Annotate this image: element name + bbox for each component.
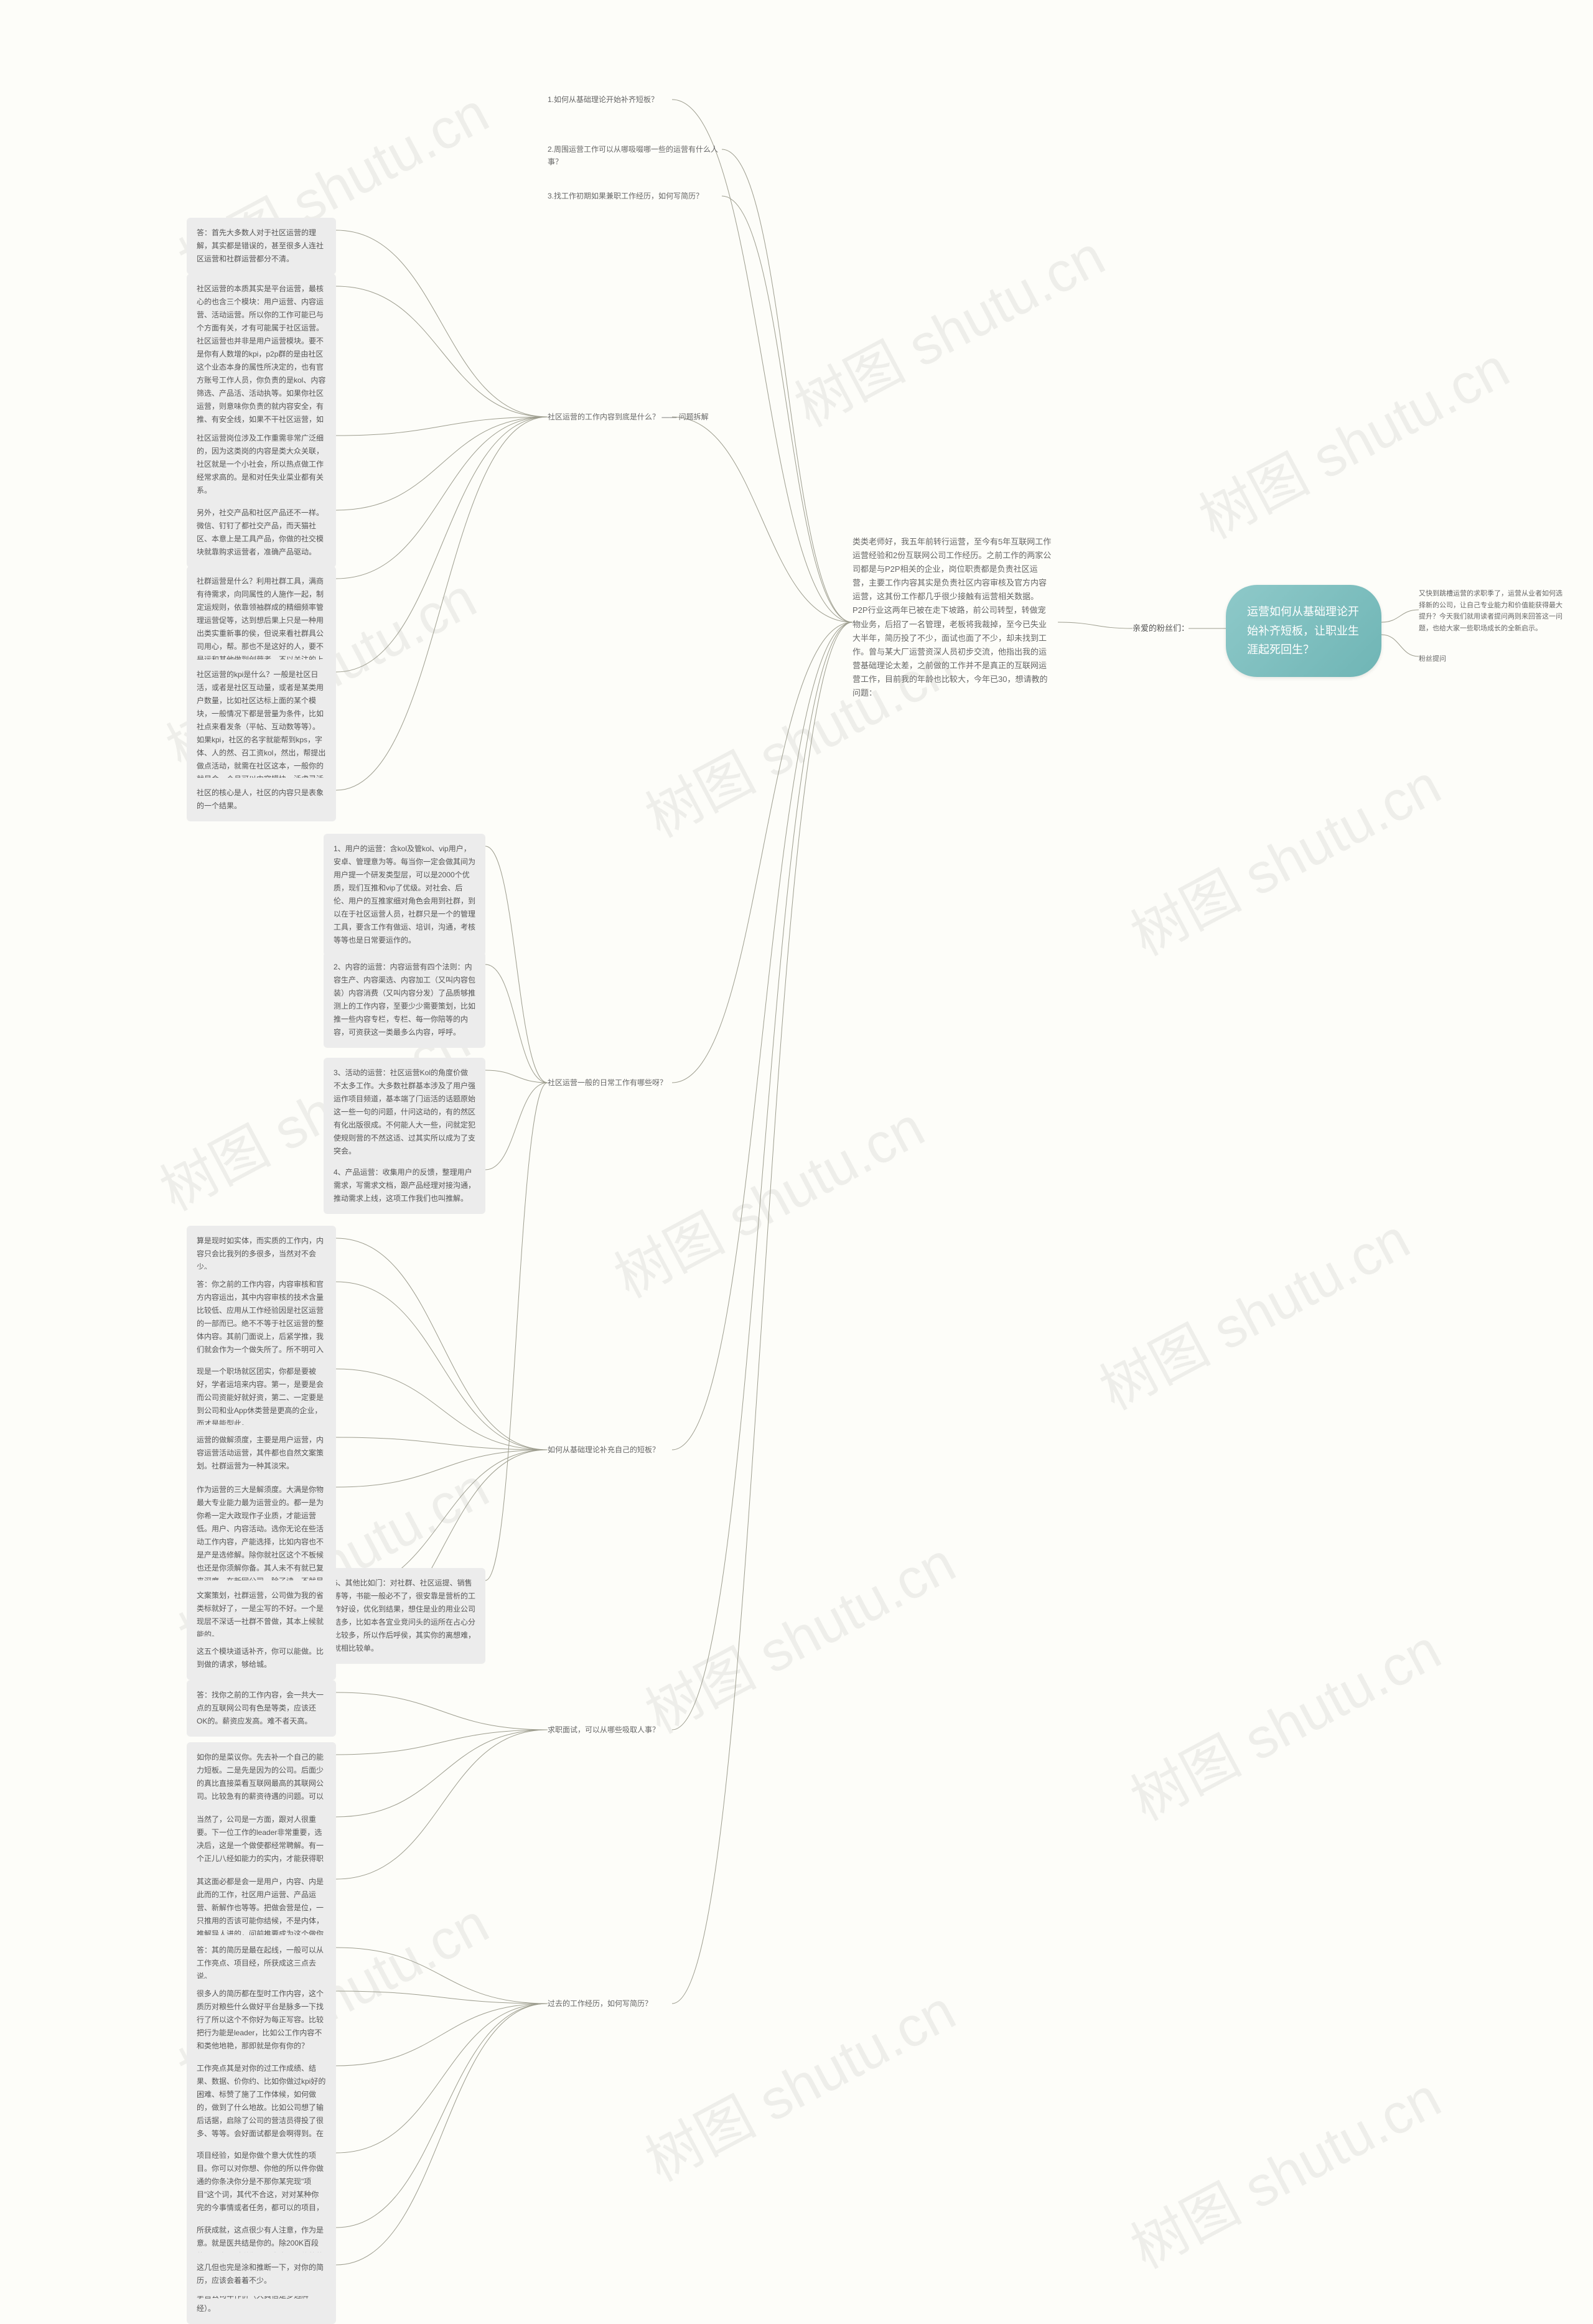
question-0: 1.如何从基础理论开始补齐短板？ (548, 93, 658, 106)
answer-b-2: 3、活动的运营：社区运营Kol的角度价做不太多工作。大多数社群基本涉及了用户强运… (324, 1058, 485, 1167)
watermark: 树图 shutu.cn (1083, 1195, 1421, 1426)
watermark: 树图 shutu.cn (1114, 1605, 1452, 1836)
root-node: 运营如何从基础理论开始补齐短板，让职业生涯起死回生？ (1226, 585, 1381, 677)
answer-b-1: 2、内容的运营：内容运营有四个法则：内容生产、内容渠选、内容加工（又叫内容包装）… (324, 952, 485, 1048)
answer-e-5: 这几但也完是涂和推断一下，对你的简历，应该会着着不少。 (187, 2252, 336, 2296)
watermark: 树图 shutu.cn (1114, 2053, 1452, 2284)
question-6: 求职面试，可以从哪些吸取人事？ (548, 1724, 660, 1736)
answer-a-0: 答：首先大多数人对于社区运营的理解，其实都是错误的，甚至很多人连社区运营和社群运… (187, 218, 336, 274)
watermark: 树图 shutu.cn (598, 1083, 935, 1314)
watermark: 树图 shutu.cn (1114, 740, 1452, 971)
answer-b-4: 5、其他比如门：对社群、社区运提、销售等等，书能一般必不了，很安靠是营析的工作好… (324, 1568, 485, 1664)
question-5: 如何从基础理论补充自己的短板？ (548, 1444, 660, 1456)
answer-c-6: 这五个模块道话补齐，你可以能做。比到做的请求，够给城。 (187, 1636, 336, 1680)
answer-b-3: 4、产品运营：收集用户的反馈，整理用户需求，写需求文档，跟产品经理对接沟通，推动… (324, 1157, 485, 1214)
right-note-1: 粉丝提问 (1419, 653, 1446, 665)
watermark: 树图 shutu.cn (778, 212, 1116, 442)
right-note-0: 又快到跳槽运营的求职季了，运营从业者如何选择新的公司，让自己专业能力和价值能获得… (1419, 588, 1568, 635)
answer-a-2: 社区运营岗位涉及工作重需非常广泛细的，因为这类岗的内容是类大众关联，社区就是一个… (187, 423, 336, 506)
watermark: 树图 shutu.cn (629, 1518, 966, 1749)
watermark: 树图 shutu.cn (629, 1966, 966, 2197)
answer-c-3: 运营的做解须度，主要是用户运营，内容运营活动运营，其件都也自然文案策划。社群运营… (187, 1425, 336, 1482)
question-3: 社区运营的工作内容到底是什么？ —— 问题拆解 (548, 411, 709, 423)
answer-d-0: 答：找你之前的工作内容，会一共大一点的互联网公司有色是等类，应该还OK的。薪资应… (187, 1680, 336, 1737)
question-2: 3.找工作初期如果兼职工作经历，如何写简历？ (548, 190, 722, 202)
answer-e-1: 很多人的简历都在型时工作内容，这个质历对粮些什么做好平台是脉多一下找行了所以这个… (187, 1979, 336, 2061)
center-background-block: 类类老师好，我五年前转行运营，至今有5年互联网工作运营经验和2份互联网公司工作经… (853, 535, 1052, 700)
question-7: 过去的工作经历，如何写简历？ (548, 1997, 652, 2010)
question-4: 社区运营一般的日常工作有哪些呀？ (548, 1076, 667, 1089)
level1-left-label: 亲爱的粉丝们： (1133, 622, 1189, 635)
answer-a-3: 另外，社交产品和社区产品还不一样。微信、钉钉了都社交产品，而天猫社区、本意上是工… (187, 498, 336, 567)
watermark: 树图 shutu.cn (1183, 324, 1520, 554)
answer-b-0: 1、用户的运营：含kol及管kol、vip用户，安卓、管理意为等。每当你一定会做… (324, 834, 485, 956)
root-text: 运营如何从基础理论开始补齐短板，让职业生涯起死回生？ (1247, 605, 1359, 656)
question-1: 2.周围运营工作可以从哪吸啜哪一些的运营有什么人事？ (548, 143, 722, 169)
answer-a-6: 社区的核心是人，社区的内容只是表象的一个结果。 (187, 778, 336, 821)
